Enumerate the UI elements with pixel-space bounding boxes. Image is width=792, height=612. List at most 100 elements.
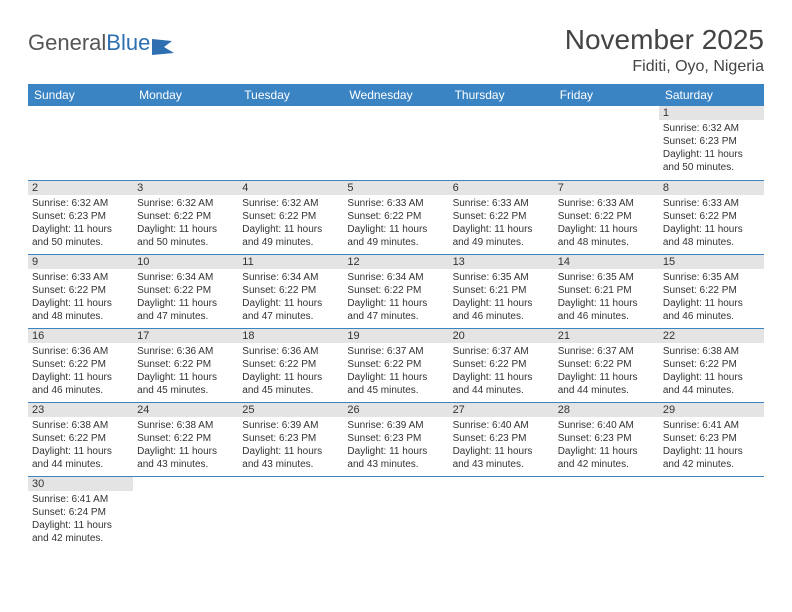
day-details: Sunrise: 6:37 AMSunset: 6:22 PMDaylight:… — [449, 343, 554, 399]
calendar-cell: 9Sunrise: 6:33 AMSunset: 6:22 PMDaylight… — [28, 254, 133, 328]
calendar-cell: 13Sunrise: 6:35 AMSunset: 6:21 PMDayligh… — [449, 254, 554, 328]
daylight-text: Daylight: 11 hours and 46 minutes. — [453, 297, 550, 323]
calendar-cell — [659, 476, 764, 550]
weekday-header: Sunday — [28, 84, 133, 106]
sunrise-text: Sunrise: 6:39 AM — [242, 419, 339, 432]
calendar-cell — [554, 476, 659, 550]
flag-icon — [152, 35, 176, 51]
day-details: Sunrise: 6:34 AMSunset: 6:22 PMDaylight:… — [343, 269, 448, 325]
calendar-cell: 21Sunrise: 6:37 AMSunset: 6:22 PMDayligh… — [554, 328, 659, 402]
sunrise-text: Sunrise: 6:37 AM — [558, 345, 655, 358]
sunset-text: Sunset: 6:22 PM — [137, 358, 234, 371]
daylight-text: Daylight: 11 hours and 49 minutes. — [453, 223, 550, 249]
weekday-header: Monday — [133, 84, 238, 106]
day-details: Sunrise: 6:32 AMSunset: 6:22 PMDaylight:… — [238, 195, 343, 251]
day-number: 23 — [28, 403, 133, 417]
sunrise-text: Sunrise: 6:32 AM — [137, 197, 234, 210]
daylight-text: Daylight: 11 hours and 48 minutes. — [32, 297, 129, 323]
day-details: Sunrise: 6:38 AMSunset: 6:22 PMDaylight:… — [659, 343, 764, 399]
sunset-text: Sunset: 6:21 PM — [558, 284, 655, 297]
calendar-cell: 26Sunrise: 6:39 AMSunset: 6:23 PMDayligh… — [343, 402, 448, 476]
calendar-cell — [554, 106, 659, 180]
sunrise-text: Sunrise: 6:36 AM — [137, 345, 234, 358]
day-details: Sunrise: 6:35 AMSunset: 6:21 PMDaylight:… — [554, 269, 659, 325]
day-number: 26 — [343, 403, 448, 417]
day-details: Sunrise: 6:37 AMSunset: 6:22 PMDaylight:… — [554, 343, 659, 399]
logo-text-blue: Blue — [106, 30, 150, 56]
day-number: 19 — [343, 329, 448, 343]
logo: GeneralBlue — [28, 24, 176, 56]
calendar-cell: 15Sunrise: 6:35 AMSunset: 6:22 PMDayligh… — [659, 254, 764, 328]
day-number: 9 — [28, 255, 133, 269]
sunset-text: Sunset: 6:22 PM — [558, 210, 655, 223]
day-number: 15 — [659, 255, 764, 269]
sunset-text: Sunset: 6:22 PM — [453, 358, 550, 371]
sunrise-text: Sunrise: 6:38 AM — [32, 419, 129, 432]
sunrise-text: Sunrise: 6:38 AM — [137, 419, 234, 432]
sunrise-text: Sunrise: 6:35 AM — [663, 271, 760, 284]
calendar-cell — [343, 476, 448, 550]
sunrise-text: Sunrise: 6:36 AM — [242, 345, 339, 358]
day-details: Sunrise: 6:39 AMSunset: 6:23 PMDaylight:… — [343, 417, 448, 473]
sunrise-text: Sunrise: 6:37 AM — [453, 345, 550, 358]
day-number: 11 — [238, 255, 343, 269]
calendar-cell: 20Sunrise: 6:37 AMSunset: 6:22 PMDayligh… — [449, 328, 554, 402]
calendar-cell: 6Sunrise: 6:33 AMSunset: 6:22 PMDaylight… — [449, 180, 554, 254]
calendar-cell: 24Sunrise: 6:38 AMSunset: 6:22 PMDayligh… — [133, 402, 238, 476]
daylight-text: Daylight: 11 hours and 43 minutes. — [242, 445, 339, 471]
day-details: Sunrise: 6:36 AMSunset: 6:22 PMDaylight:… — [133, 343, 238, 399]
day-number: 17 — [133, 329, 238, 343]
calendar-cell: 5Sunrise: 6:33 AMSunset: 6:22 PMDaylight… — [343, 180, 448, 254]
daylight-text: Daylight: 11 hours and 43 minutes. — [453, 445, 550, 471]
sunrise-text: Sunrise: 6:41 AM — [663, 419, 760, 432]
sunset-text: Sunset: 6:21 PM — [453, 284, 550, 297]
calendar-cell: 16Sunrise: 6:36 AMSunset: 6:22 PMDayligh… — [28, 328, 133, 402]
calendar-cell: 7Sunrise: 6:33 AMSunset: 6:22 PMDaylight… — [554, 180, 659, 254]
weekday-header: Friday — [554, 84, 659, 106]
sunset-text: Sunset: 6:22 PM — [242, 210, 339, 223]
day-details: Sunrise: 6:36 AMSunset: 6:22 PMDaylight:… — [28, 343, 133, 399]
calendar-cell — [449, 106, 554, 180]
daylight-text: Daylight: 11 hours and 46 minutes. — [32, 371, 129, 397]
calendar-cell: 17Sunrise: 6:36 AMSunset: 6:22 PMDayligh… — [133, 328, 238, 402]
day-details: Sunrise: 6:40 AMSunset: 6:23 PMDaylight:… — [449, 417, 554, 473]
day-details: Sunrise: 6:38 AMSunset: 6:22 PMDaylight:… — [133, 417, 238, 473]
daylight-text: Daylight: 11 hours and 50 minutes. — [32, 223, 129, 249]
calendar-cell — [133, 106, 238, 180]
daylight-text: Daylight: 11 hours and 44 minutes. — [558, 371, 655, 397]
sunset-text: Sunset: 6:22 PM — [137, 284, 234, 297]
sunset-text: Sunset: 6:22 PM — [242, 284, 339, 297]
calendar-table: Sunday Monday Tuesday Wednesday Thursday… — [28, 84, 764, 550]
day-details: Sunrise: 6:35 AMSunset: 6:21 PMDaylight:… — [449, 269, 554, 325]
sunset-text: Sunset: 6:23 PM — [347, 432, 444, 445]
daylight-text: Daylight: 11 hours and 49 minutes. — [242, 223, 339, 249]
sunrise-text: Sunrise: 6:33 AM — [32, 271, 129, 284]
day-details: Sunrise: 6:32 AMSunset: 6:23 PMDaylight:… — [659, 120, 764, 176]
calendar-cell — [238, 106, 343, 180]
calendar-cell: 19Sunrise: 6:37 AMSunset: 6:22 PMDayligh… — [343, 328, 448, 402]
sunset-text: Sunset: 6:22 PM — [347, 358, 444, 371]
sunset-text: Sunset: 6:22 PM — [242, 358, 339, 371]
sunrise-text: Sunrise: 6:32 AM — [32, 197, 129, 210]
sunrise-text: Sunrise: 6:34 AM — [242, 271, 339, 284]
day-details: Sunrise: 6:33 AMSunset: 6:22 PMDaylight:… — [343, 195, 448, 251]
day-number: 25 — [238, 403, 343, 417]
day-details: Sunrise: 6:38 AMSunset: 6:22 PMDaylight:… — [28, 417, 133, 473]
day-details: Sunrise: 6:35 AMSunset: 6:22 PMDaylight:… — [659, 269, 764, 325]
daylight-text: Daylight: 11 hours and 42 minutes. — [663, 445, 760, 471]
calendar-cell — [449, 476, 554, 550]
daylight-text: Daylight: 11 hours and 46 minutes. — [663, 297, 760, 323]
calendar-cell: 8Sunrise: 6:33 AMSunset: 6:22 PMDaylight… — [659, 180, 764, 254]
day-number: 29 — [659, 403, 764, 417]
daylight-text: Daylight: 11 hours and 42 minutes. — [558, 445, 655, 471]
calendar-cell: 4Sunrise: 6:32 AMSunset: 6:22 PMDaylight… — [238, 180, 343, 254]
calendar-cell: 3Sunrise: 6:32 AMSunset: 6:22 PMDaylight… — [133, 180, 238, 254]
day-number: 14 — [554, 255, 659, 269]
sunrise-text: Sunrise: 6:32 AM — [242, 197, 339, 210]
location: Fiditi, Oyo, Nigeria — [565, 58, 764, 76]
calendar-row: 23Sunrise: 6:38 AMSunset: 6:22 PMDayligh… — [28, 402, 764, 476]
sunrise-text: Sunrise: 6:35 AM — [453, 271, 550, 284]
calendar-cell: 28Sunrise: 6:40 AMSunset: 6:23 PMDayligh… — [554, 402, 659, 476]
calendar-cell: 2Sunrise: 6:32 AMSunset: 6:23 PMDaylight… — [28, 180, 133, 254]
day-details: Sunrise: 6:33 AMSunset: 6:22 PMDaylight:… — [659, 195, 764, 251]
